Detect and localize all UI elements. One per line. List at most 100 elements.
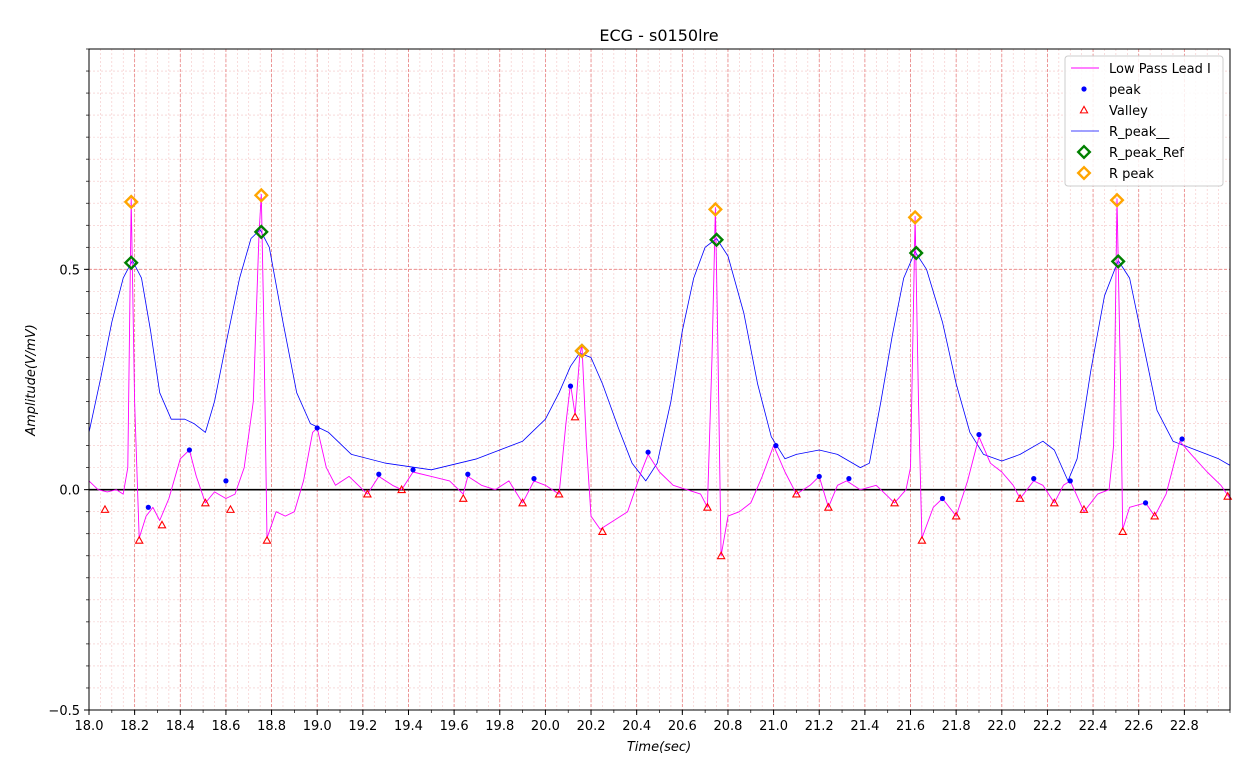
x-tick-label: 18.6 — [211, 719, 240, 734]
peak-marker — [816, 473, 822, 480]
x-tick-label: 19.0 — [303, 719, 332, 734]
valley-marker — [951, 511, 961, 520]
peak-marker — [410, 467, 416, 473]
x-tick-label: 22.4 — [1079, 719, 1108, 734]
x-tick-label: 21.6 — [896, 719, 925, 734]
x-tick-label: 21.2 — [805, 719, 834, 734]
r-peak-marker — [1109, 192, 1125, 208]
x-tick-label: 21.0 — [759, 719, 788, 734]
y-tick-label: 0.0 — [59, 484, 80, 499]
peak-marker — [1067, 478, 1073, 484]
y-axis-label: Amplitude(V/mV) — [24, 324, 39, 437]
legend-label: R peak — [1109, 167, 1154, 182]
peak-marker — [145, 504, 151, 510]
x-tick-label: 19.4 — [394, 719, 423, 734]
peak-marker — [223, 478, 229, 484]
x-axis-label: Time(sec) — [627, 740, 691, 755]
x-tick-label: 20.2 — [577, 719, 606, 734]
peak-marker — [645, 449, 651, 455]
valley-marker — [262, 535, 272, 544]
valley-marker — [397, 484, 407, 494]
peak-marker — [939, 495, 946, 502]
valley-marker — [458, 493, 468, 502]
r-peak-ref-marker — [1110, 253, 1126, 269]
x-tick-label: 22.2 — [1033, 719, 1062, 734]
x-tick-label: 19.8 — [485, 719, 514, 734]
valley-marker — [716, 551, 726, 560]
legend-label: Valley — [1109, 104, 1148, 119]
r-peak-marker — [253, 187, 269, 203]
peak-marker — [976, 431, 982, 438]
peak-marker — [1179, 436, 1185, 442]
x-tick-label: 19.6 — [440, 719, 469, 734]
valley-marker — [1049, 498, 1059, 507]
valley-marker — [200, 498, 210, 507]
peak-marker — [314, 425, 320, 431]
valley-marker — [791, 489, 801, 498]
x-tick-label: 21.8 — [942, 719, 971, 734]
x-tick-label: 21.4 — [850, 719, 879, 734]
y-tick-label: −0.5 — [48, 704, 80, 719]
valley-marker — [890, 498, 900, 507]
x-tick-label: 19.2 — [348, 719, 377, 734]
y-tick-label: 0.5 — [59, 263, 80, 278]
r-peak-marker — [123, 194, 139, 210]
x-tick-label: 18.8 — [257, 719, 286, 734]
x-tick-label: 18.2 — [120, 719, 149, 734]
r-peak-ref-marker — [123, 255, 139, 271]
legend-swatch — [1081, 86, 1087, 92]
legend-swatch — [1076, 165, 1092, 181]
valley-marker — [157, 520, 167, 529]
x-tick-label: 20.0 — [531, 719, 560, 734]
low-pass-lead-i-line — [88, 193, 1231, 557]
legend-swatch — [1079, 105, 1089, 114]
valley-marker — [100, 504, 110, 513]
peak-marker — [846, 476, 852, 482]
r-peak-ref-marker — [253, 224, 269, 240]
x-tick-label: 22.8 — [1170, 719, 1199, 734]
minor-grid — [88, 48, 1231, 711]
peak-marker — [1031, 476, 1037, 482]
valley-marker — [518, 498, 528, 507]
valley-marker — [362, 489, 372, 498]
x-tick-label: 20.4 — [622, 719, 651, 734]
valley-marker — [702, 502, 712, 511]
x-tick-label: 20.8 — [713, 719, 742, 734]
legend-label: R_peak_Ref — [1109, 146, 1184, 161]
legend-label: R_peak__ — [1109, 125, 1170, 140]
valley-marker — [597, 526, 607, 535]
legend-label: peak — [1109, 83, 1141, 98]
y-axis: −0.5 0.0 0.5 — [48, 48, 89, 719]
legend-box — [1064, 55, 1224, 187]
x-tick-label: 20.6 — [668, 719, 697, 734]
valley-marker — [554, 489, 564, 498]
marker-layer — [100, 187, 1233, 560]
valley-marker — [1150, 511, 1160, 520]
chart-title: ECG - s0150lre — [599, 26, 718, 45]
x-tick-label: 18.0 — [75, 719, 104, 734]
x-tick-label: 22.6 — [1124, 719, 1153, 734]
legend-swatch — [1076, 144, 1092, 160]
valley-marker — [823, 502, 833, 511]
valley-marker — [917, 535, 927, 544]
valley-marker — [134, 535, 144, 544]
peak-marker — [531, 476, 537, 482]
legend-label: Low Pass Lead I — [1109, 62, 1211, 77]
r-peak-marker — [707, 201, 723, 217]
r-peak-ref-marker — [908, 245, 924, 261]
x-tick-label: 22.0 — [987, 719, 1016, 734]
peak-marker — [567, 383, 574, 389]
peak-marker — [376, 471, 382, 477]
peak-marker — [465, 471, 471, 477]
peak-marker — [186, 447, 193, 453]
valley-marker — [1015, 493, 1025, 502]
x-tick-label: 18.4 — [166, 719, 195, 734]
valley-marker — [570, 412, 580, 421]
x-axis: 18.0 18.2 18.4 18.6 18.8 19.0 19.2 19.4 19.6 19.8… — [75, 710, 1231, 734]
r-peak-marker — [907, 209, 923, 225]
legend: Low Pass Lead I peak Valley R_peak__ R_peak_… — [1064, 55, 1224, 187]
r-peak-marker — [574, 343, 590, 359]
valley-marker — [1118, 526, 1128, 535]
peak-marker — [773, 443, 779, 449]
